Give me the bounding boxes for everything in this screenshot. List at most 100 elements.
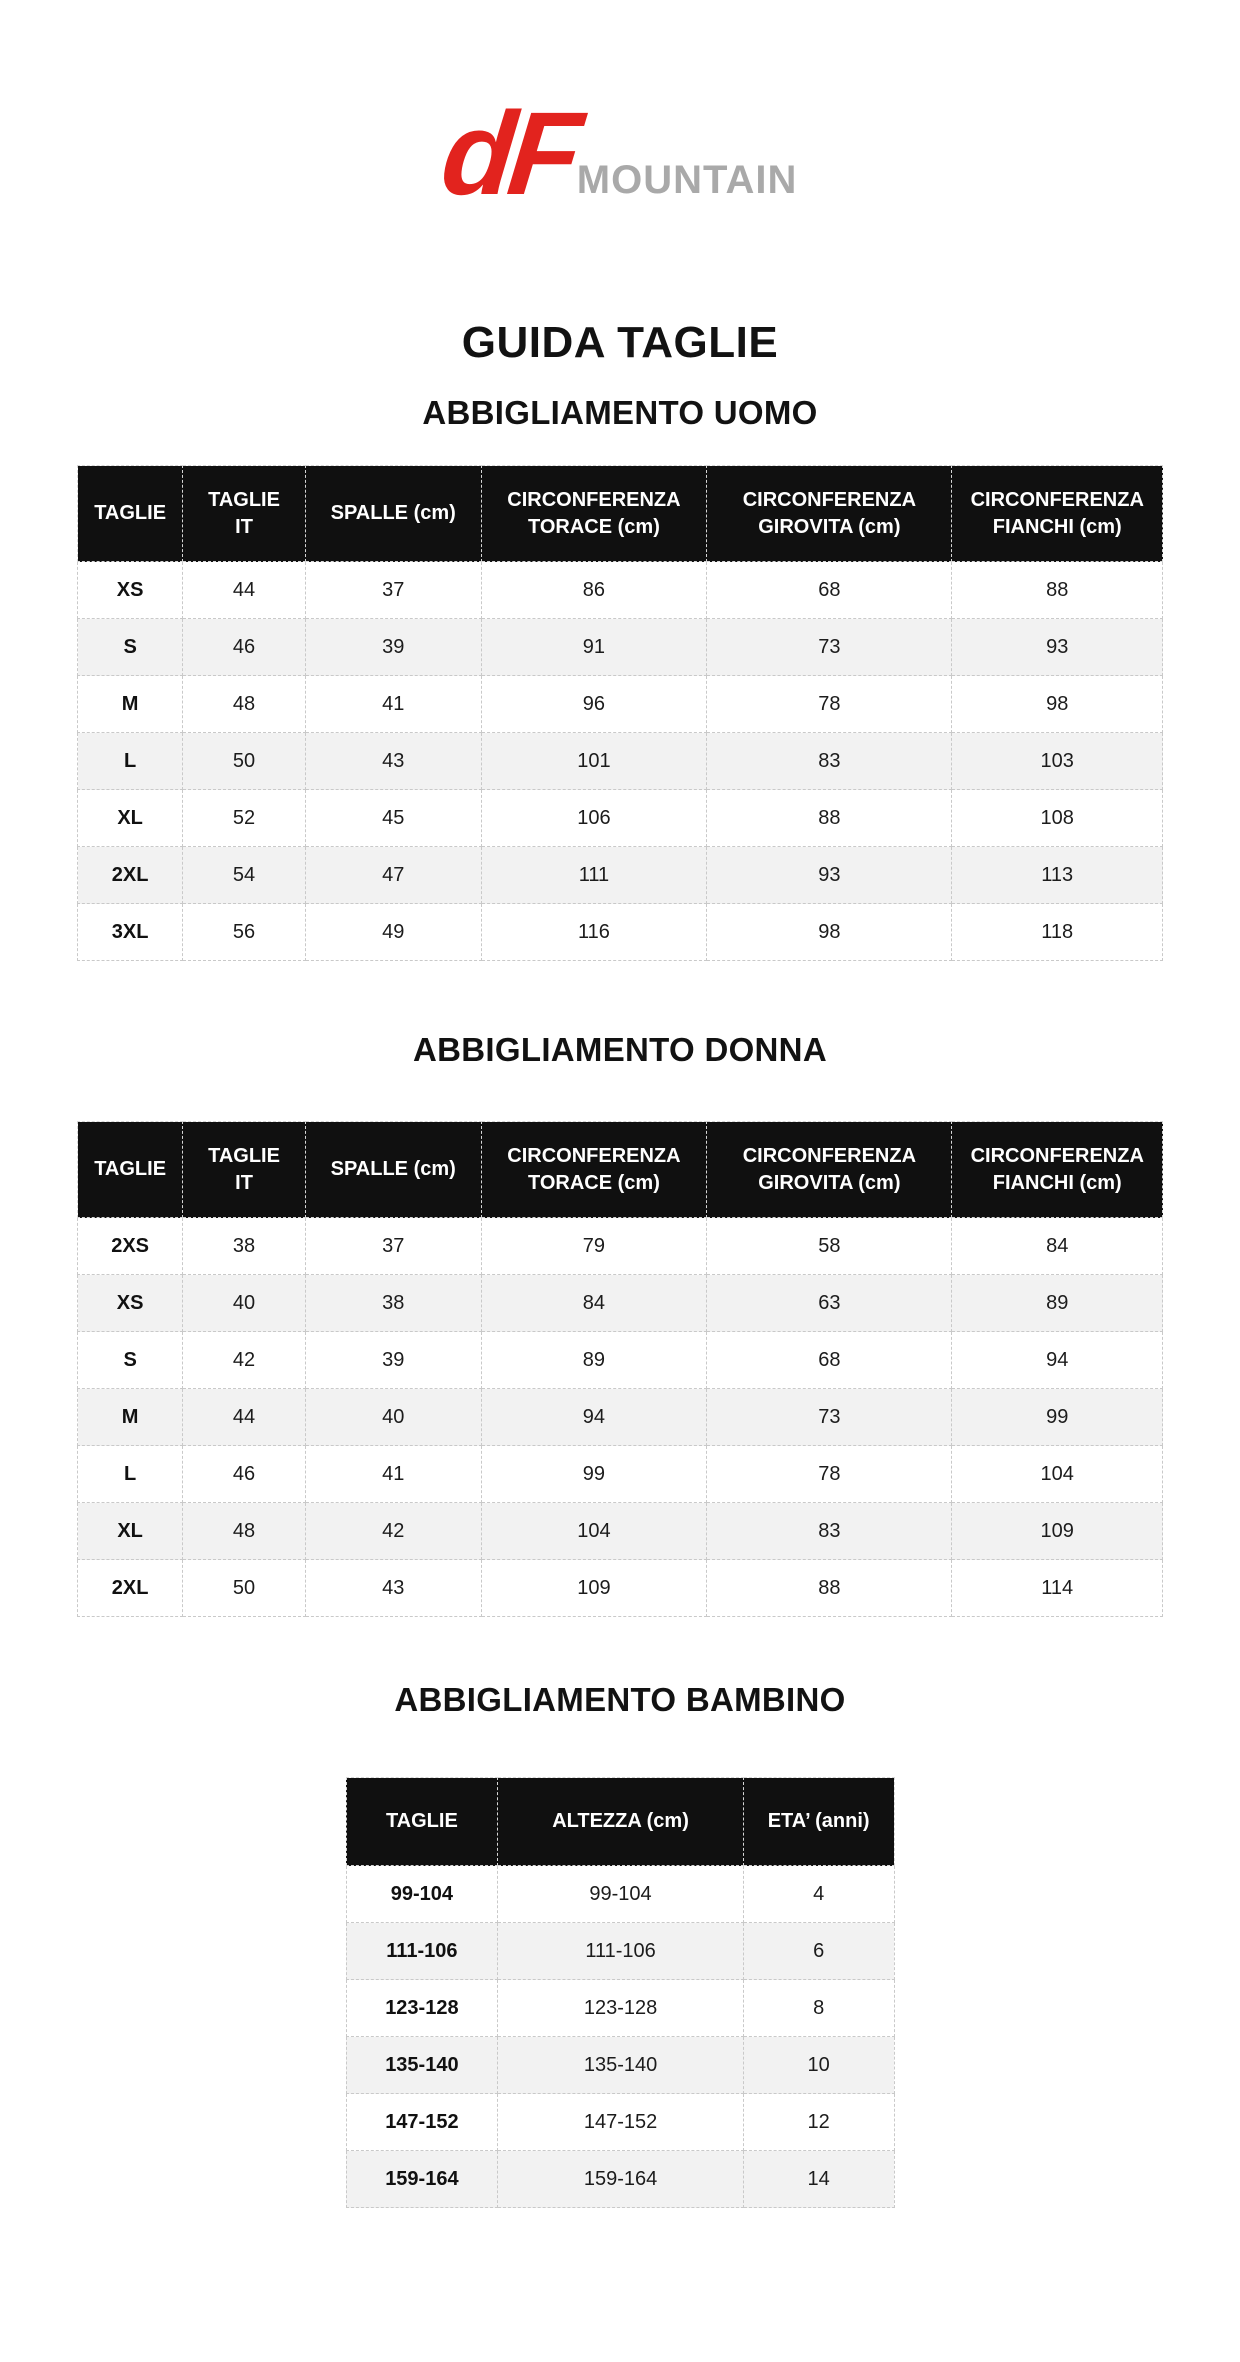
- table-cell: 46: [182, 1445, 306, 1503]
- table-cell: 78: [706, 675, 953, 733]
- table-cell: 109: [480, 1559, 708, 1617]
- table-cell: 46: [182, 618, 306, 676]
- table-cell: 50: [182, 1559, 306, 1617]
- table-cell: 79: [480, 1217, 708, 1275]
- table-cell: 84: [951, 1217, 1163, 1275]
- table-header-row: TAGLIE ALTEZZA (cm) ETA’ (anni): [345, 1777, 895, 1866]
- size-cell: S: [76, 618, 184, 676]
- table-cell: 93: [706, 846, 953, 904]
- column-header: SPALLE (cm): [304, 465, 482, 562]
- column-header: TAGLIE IT: [182, 1121, 306, 1218]
- table-row: 147-152 147-152 12: [345, 2093, 895, 2151]
- size-cell: 159-164: [345, 2150, 499, 2208]
- size-cell: 135-140: [345, 2036, 499, 2094]
- table-cell: 99: [480, 1445, 708, 1503]
- table-cell: 14: [742, 2150, 895, 2208]
- table-cell: 39: [304, 618, 482, 676]
- table-cell: 58: [706, 1217, 953, 1275]
- table-cell: 106: [480, 789, 708, 847]
- table-cell: 104: [951, 1445, 1163, 1503]
- table-cell: 12: [742, 2093, 895, 2151]
- page-title: GUIDA TAGLIE: [461, 318, 779, 367]
- table-cell: 111: [480, 846, 708, 904]
- table-cell: 8: [742, 1979, 895, 2037]
- table-cell: 42: [304, 1502, 482, 1560]
- table-cell: 52: [182, 789, 306, 847]
- size-cell: 3XL: [76, 903, 184, 961]
- brand-name-text: MOUNTAIN: [576, 158, 798, 202]
- table-cell: 78: [706, 1445, 953, 1503]
- table-row: 99-104 99-104 4: [345, 1865, 895, 1923]
- size-cell: M: [76, 1388, 184, 1446]
- table-row: 2XL 50 43 109 88 114: [76, 1559, 1163, 1617]
- table-cell: 73: [706, 1388, 953, 1446]
- table-cell: 88: [706, 789, 953, 847]
- section-heading-bambino: ABBIGLIAMENTO BAMBINO: [394, 1681, 846, 1718]
- table-cell: 4: [742, 1865, 895, 1923]
- table-row: S 46 39 91 73 93: [76, 618, 1163, 676]
- table-row: M 48 41 96 78 98: [76, 675, 1163, 733]
- table-row: XL 48 42 104 83 109: [76, 1502, 1163, 1560]
- column-header: TAGLIE: [345, 1777, 499, 1866]
- table-cell: 116: [480, 903, 708, 961]
- column-header: SPALLE (cm): [304, 1121, 482, 1218]
- column-header: CIRCONFERENZA FIANCHI (cm): [951, 1121, 1163, 1218]
- table-cell: 48: [182, 1502, 306, 1560]
- table-cell: 43: [304, 1559, 482, 1617]
- table-cell: 88: [706, 1559, 953, 1617]
- size-cell: 111-106: [345, 1922, 499, 1980]
- table-cell: 88: [951, 561, 1163, 619]
- size-cell: 2XS: [76, 1217, 184, 1275]
- table-cell: 83: [706, 732, 953, 790]
- column-header: CIRCONFERENZA FIANCHI (cm): [951, 465, 1163, 562]
- table-row: 3XL 56 49 116 98 118: [76, 903, 1163, 961]
- kids-size-table: TAGLIE ALTEZZA (cm) ETA’ (anni) 99-104 99-10…: [345, 1777, 895, 2208]
- table-cell: 98: [951, 675, 1163, 733]
- table-cell: 86: [480, 561, 708, 619]
- table-cell: 45: [304, 789, 482, 847]
- womens-size-table: TAGLIE TAGLIE IT SPALLE (cm) CIRCONFERENZA …: [76, 1121, 1163, 1617]
- table-cell: 123-128: [497, 1979, 744, 2037]
- column-header: TAGLIE: [76, 465, 184, 562]
- table-cell: 48: [182, 675, 306, 733]
- table-cell: 98: [706, 903, 953, 961]
- table-cell: 73: [706, 618, 953, 676]
- brand-logo: dF MOUNTAIN: [0, 0, 1240, 220]
- table-cell: 91: [480, 618, 708, 676]
- table-cell: 56: [182, 903, 306, 961]
- mens-size-table: TAGLIE TAGLIE IT SPALLE (cm) CIRCONFERENZA …: [76, 465, 1163, 961]
- table-header-row: TAGLIE TAGLIE IT SPALLE (cm) CIRCONFERENZA …: [76, 465, 1163, 562]
- table-row: 135-140 135-140 10: [345, 2036, 895, 2094]
- size-cell: XL: [76, 1502, 184, 1560]
- size-cell: 99-104: [345, 1865, 499, 1923]
- table-cell: 84: [480, 1274, 708, 1332]
- section-heading-uomo: ABBIGLIAMENTO UOMO: [422, 394, 818, 431]
- table-cell: 83: [706, 1502, 953, 1560]
- table-cell: 147-152: [497, 2093, 744, 2151]
- size-cell: 2XL: [76, 1559, 184, 1617]
- table-cell: 89: [951, 1274, 1163, 1332]
- table-cell: 103: [951, 732, 1163, 790]
- table-cell: 89: [480, 1331, 708, 1389]
- table-cell: 44: [182, 561, 306, 619]
- size-cell: L: [76, 1445, 184, 1503]
- table-cell: 111-106: [497, 1922, 744, 1980]
- column-header: CIRCONFERENZA TORACE (cm): [480, 1121, 708, 1218]
- table-cell: 99: [951, 1388, 1163, 1446]
- table-cell: 39: [304, 1331, 482, 1389]
- table-cell: 44: [182, 1388, 306, 1446]
- table-cell: 109: [951, 1502, 1163, 1560]
- size-cell: M: [76, 675, 184, 733]
- table-cell: 101: [480, 732, 708, 790]
- table-cell: 114: [951, 1559, 1163, 1617]
- table-cell: 6: [742, 1922, 895, 1980]
- table-cell: 96: [480, 675, 708, 733]
- table-cell: 99-104: [497, 1865, 744, 1923]
- table-cell: 54: [182, 846, 306, 904]
- size-cell: 123-128: [345, 1979, 499, 2037]
- section-heading-donna: ABBIGLIAMENTO DONNA: [413, 1031, 827, 1068]
- column-header: TAGLIE: [76, 1121, 184, 1218]
- table-cell: 94: [951, 1331, 1163, 1389]
- table-cell: 37: [304, 1217, 482, 1275]
